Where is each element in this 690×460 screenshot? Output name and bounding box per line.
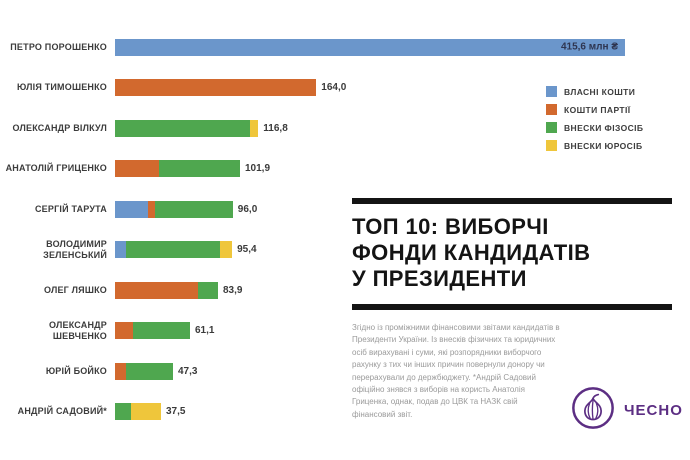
stacked-bar: [115, 281, 218, 299]
bar-segment: [115, 200, 149, 218]
chart-row: АНДРІЙ САДОВИЙ* 37,5: [0, 392, 690, 433]
bar-segment: [159, 160, 241, 178]
stacked-bar: 415,6 млн ₴: [115, 38, 625, 56]
bar-track: 37,5: [115, 403, 690, 421]
bar-segment: [219, 241, 233, 259]
bar-segment: [115, 362, 126, 380]
stacked-bar: [115, 241, 233, 259]
stacked-bar: [115, 322, 190, 340]
bar-segment: [115, 322, 134, 340]
bar-segment: [250, 119, 259, 137]
legend-item: КОШТИ ПАРТІЇ: [546, 104, 643, 115]
bar-segment: [115, 160, 160, 178]
bar-segment: [115, 241, 126, 259]
legend-swatch: [546, 86, 557, 97]
chart-row: ПЕТРО ПОРОШЕНКО 415,6 млн ₴: [0, 27, 690, 68]
bar-value-label: 61,1: [195, 325, 215, 337]
bar-segment: [198, 281, 218, 299]
candidate-label: ОЛЕКСАНДР ШЕВЧЕНКО: [49, 319, 107, 341]
bar-segment: [126, 362, 173, 380]
bar-segment: [115, 79, 317, 97]
candidate-label: АНАТОЛІЙ ГРИЦЕНКО: [5, 163, 107, 174]
bar-value-label: 47,3: [178, 365, 198, 377]
bar-value-label: 83,9: [223, 284, 243, 296]
stacked-bar: [115, 160, 241, 178]
bar-track: 95,4: [115, 241, 690, 259]
chart-row: ОЛЕКСАНДР ВІЛКУЛ 116,8: [0, 108, 690, 149]
legend-item: ВНЕСКИ ЮРОСІБ: [546, 140, 643, 151]
bar-track: 61,1: [115, 322, 690, 340]
bar-segment: [115, 119, 250, 137]
stacked-bar-chart: ПЕТРО ПОРОШЕНКО 415,6 млн ₴ ЮЛІЯ ТИМОШЕНКО…: [0, 27, 690, 432]
legend-item: ВЛАСНІ КОШТИ: [546, 86, 643, 97]
bar-segment: [148, 200, 156, 218]
bar-value-label: 116,8: [263, 122, 288, 134]
logo-text: ЧЕСНО: [624, 402, 683, 419]
chart-row: АНАТОЛІЙ ГРИЦЕНКО 101,9: [0, 149, 690, 190]
chart-legend: ВЛАСНІ КОШТИ КОШТИ ПАРТІЇ ВНЕСКИ ФІЗОСІБ ВН…: [546, 86, 643, 151]
candidate-label: ЮЛІЯ ТИМОШЕНКО: [16, 82, 107, 93]
candidate-label: ОЛЕКСАНДР ВІЛКУЛ: [12, 122, 107, 133]
legend-label: КОШТИ ПАРТІЇ: [564, 104, 631, 115]
chart-row: ВОЛОДИМИР ЗЕЛЕНСЬКИЙ 95,4: [0, 230, 690, 271]
footnote-text: Згідно із проміжними фінансовими звітами…: [352, 323, 560, 419]
candidate-label: ОЛЕГ ЛЯШКО: [43, 284, 107, 295]
stacked-bar: [115, 362, 173, 380]
candidate-label: ВОЛОДИМИР ЗЕЛЕНСЬКИЙ: [43, 238, 107, 260]
candidate-label: ПЕТРО ПОРОШЕНКО: [10, 41, 107, 52]
bar-segment: [115, 281, 199, 299]
bar-segment: [133, 322, 190, 340]
garlic-icon: [570, 385, 616, 436]
chart-row: ЮЛІЯ ТИМОШЕНКО 164,0: [0, 68, 690, 109]
bar-track: 96,0: [115, 200, 690, 218]
stacked-bar: [115, 403, 162, 421]
legend-swatch: [546, 104, 557, 115]
bar-value-label: 95,4: [237, 244, 257, 256]
chart-row: СЕРГІЙ ТАРУТА 96,0: [0, 189, 690, 230]
legend-swatch: [546, 140, 557, 151]
legend-item: ВНЕСКИ ФІЗОСІБ: [546, 122, 643, 133]
chart-row: ЮРІЙ БОЙКО 47,3: [0, 351, 690, 392]
bar-track: 116,8: [115, 119, 690, 137]
chart-row: ОЛЕГ ЛЯШКО 83,9: [0, 270, 690, 311]
page-title-line: ФОНДИ КАНДИДАТІВ: [352, 239, 591, 265]
bar-segment: [126, 241, 220, 259]
legend-label: ВЛАСНІ КОШТИ: [564, 86, 636, 97]
stacked-bar: [115, 200, 233, 218]
title-block: ТОП 10: ВИБОРЧІ ФОНДИ КАНДИДАТІВ У ПРЕЗИ…: [352, 198, 672, 310]
bar-track: 47,3: [115, 362, 690, 380]
bar-value-label: 37,5: [166, 406, 186, 418]
bar-track: 83,9: [115, 281, 690, 299]
bar-segment: [115, 403, 131, 421]
chart-row: ОЛЕКСАНДР ШЕВЧЕНКО 61,1: [0, 311, 690, 352]
page-title-line: У ПРЕЗИДЕНТИ: [352, 265, 527, 291]
legend-label: ВНЕСКИ ЮРОСІБ: [564, 140, 643, 151]
legend-swatch: [546, 122, 557, 133]
bar-track: 101,9: [115, 160, 690, 178]
stacked-bar: [115, 79, 317, 97]
candidate-label: ЮРІЙ БОЙКО: [45, 365, 107, 376]
legend-label: ВНЕСКИ ФІЗОСІБ: [564, 122, 644, 133]
page-title-line: ТОП 10: ВИБОРЧІ: [352, 214, 549, 239]
bar-segment: [155, 200, 233, 218]
bar-value-label: 101,9: [245, 163, 271, 175]
stacked-bar: [115, 119, 259, 137]
bar-track: 164,0: [115, 79, 690, 97]
chesno-logo: ЧЕСНО: [570, 385, 683, 436]
bar-segment: [115, 38, 625, 56]
bar-value-label: 96,0: [237, 203, 258, 215]
bar-value-label: 415,6 млн ₴: [560, 41, 618, 53]
bar-value-label: 164,0: [321, 82, 347, 94]
candidate-label: АНДРІЙ САДОВИЙ*: [17, 406, 107, 417]
candidate-label: СЕРГІЙ ТАРУТА: [34, 203, 107, 214]
bar-segment: [131, 403, 162, 421]
bar-track: 415,6 млн ₴: [115, 38, 690, 56]
